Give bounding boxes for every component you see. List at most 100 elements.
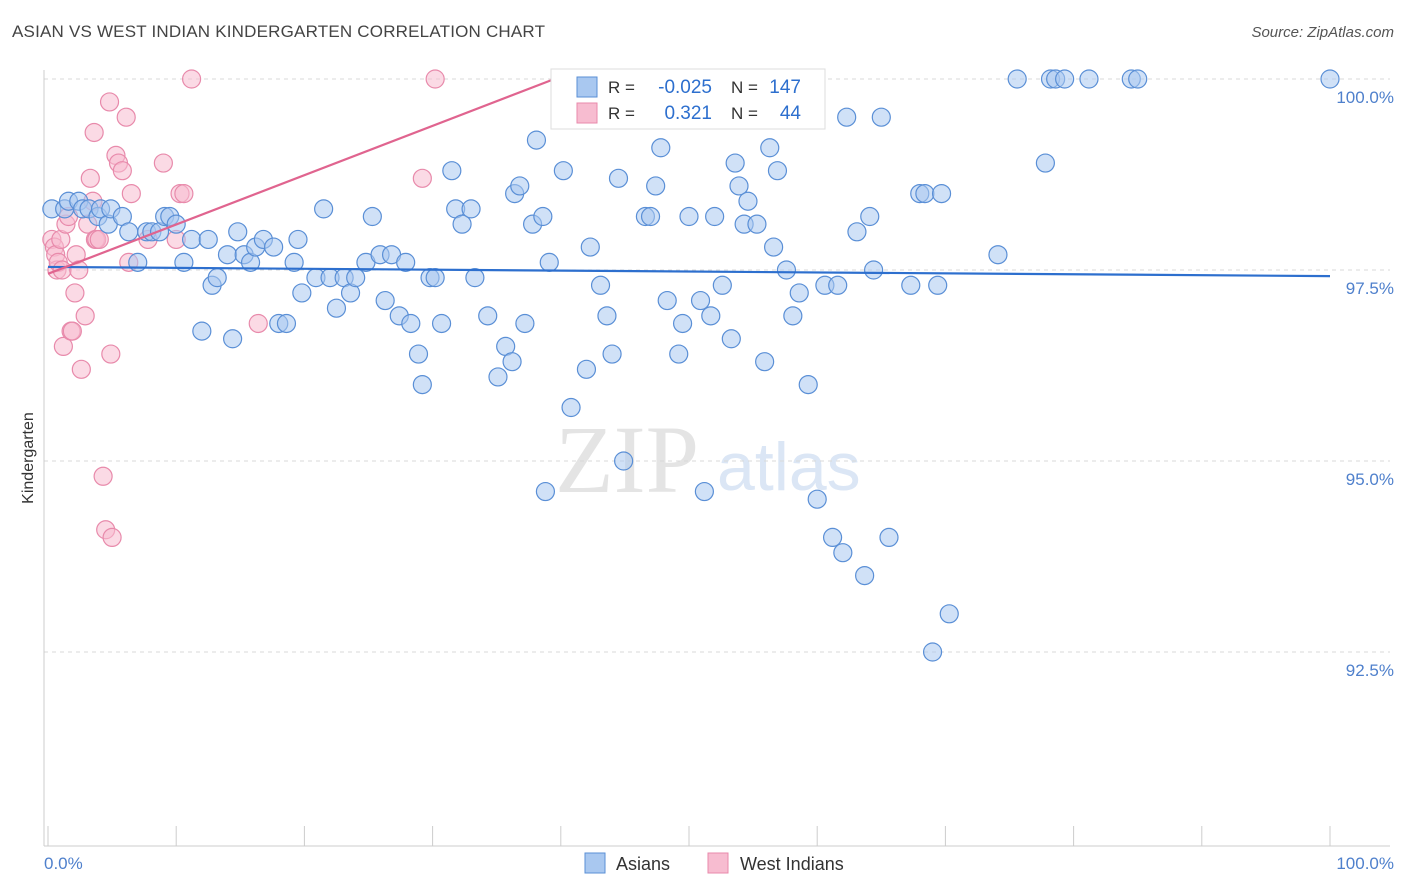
x-axis-ticks [47, 826, 1331, 846]
asian-point [576, 359, 597, 379]
asian-point [292, 283, 312, 303]
asian-point [561, 397, 581, 418]
west-indian-point [116, 107, 136, 127]
asian-point [860, 206, 880, 227]
x-tick-label-min: 0.0% [44, 854, 83, 873]
asian-point [510, 176, 530, 196]
asian-point [669, 344, 689, 364]
asian-point [1320, 69, 1340, 89]
asian-point [988, 245, 1008, 265]
asian-point [461, 199, 481, 219]
west-indian-point [248, 313, 268, 334]
asian-point [198, 229, 218, 250]
west-indian-point [412, 168, 432, 188]
legend-swatch-west-indians [576, 102, 598, 124]
asian-point [228, 222, 248, 242]
asian-point [276, 313, 297, 334]
chart-title: ASIAN VS WEST INDIAN KINDERGARTEN CORREL… [12, 22, 546, 41]
asian-point [879, 527, 899, 548]
west-indian-point [112, 161, 132, 181]
asian-point [396, 252, 416, 272]
asian-point [864, 260, 884, 280]
asian-point [362, 206, 382, 227]
asian-point [837, 107, 857, 127]
legend-r-value-west-indians: 0.321 [664, 103, 712, 124]
legend-n-value-west-indians: 44 [780, 103, 802, 124]
legend-r-label-asians: R = [608, 78, 635, 97]
asian-point [590, 275, 611, 295]
asian-point [712, 275, 732, 295]
asian-point [442, 161, 462, 181]
asian-point [640, 206, 661, 227]
west-indian-point [99, 92, 120, 112]
legend-n-label-asians: N = [731, 78, 758, 97]
asian-point [580, 237, 600, 257]
asian-point [314, 199, 334, 219]
bottom-legend-label-west-indians: West Indians [740, 854, 844, 874]
asian-point [721, 329, 741, 349]
asian-point [608, 168, 629, 188]
west-indian-point [153, 153, 173, 173]
asian-point [694, 481, 714, 502]
west-indian-point [425, 69, 445, 89]
asian-point [207, 268, 227, 288]
bottom-legend-swatch-west-indians [707, 852, 729, 874]
bottom-legend: Asians West Indians [584, 852, 844, 874]
asian-point [725, 153, 745, 173]
asian-point [855, 565, 875, 586]
source-label: Source: ZipAtlas.com [1251, 24, 1394, 41]
grid [44, 78, 1390, 653]
asian-point [264, 237, 284, 257]
west-indian-point [62, 321, 82, 341]
asian-point [431, 313, 452, 334]
west-indian-point [89, 229, 109, 250]
asian-point [679, 206, 699, 227]
asian-point [901, 275, 921, 295]
asian-point [478, 306, 498, 326]
bottom-legend-label-asians: Asians [616, 854, 670, 874]
west-indian-point [174, 184, 194, 204]
asian-point [755, 352, 775, 372]
asian-point [223, 329, 243, 349]
asian-point [738, 191, 758, 211]
asian-point [657, 290, 677, 311]
legend-r-label-west-indians: R = [608, 104, 635, 123]
west-indian-point [93, 466, 113, 486]
asian-point [747, 214, 767, 234]
asian-point [1007, 69, 1027, 89]
asian-point [822, 527, 843, 548]
asian-point [828, 275, 848, 295]
asian-point [767, 161, 788, 181]
asian-point [346, 268, 366, 288]
asian-point [535, 481, 556, 502]
y-tick-label: 95.0% [1346, 470, 1394, 489]
asian-point [425, 268, 445, 288]
west-indian-point [65, 283, 85, 303]
x-tick-label-max: 100.0% [1336, 854, 1394, 873]
trend-line-west-indians [47, 77, 555, 275]
asian-point [760, 138, 780, 158]
asian-point [833, 543, 853, 563]
y-tick-label: 97.5% [1346, 279, 1394, 298]
y-axis-tick-labels: 100.0% 97.5% 95.0% 92.5% [1336, 88, 1394, 680]
asian-point [526, 130, 547, 150]
asian-point [288, 229, 308, 250]
asian-point [871, 107, 891, 127]
asian-point [614, 451, 634, 471]
y-tick-label: 92.5% [1346, 661, 1394, 680]
asian-point [502, 352, 522, 372]
asian-point [701, 306, 721, 326]
asian-point [412, 375, 432, 395]
asian-point [847, 222, 867, 242]
legend-swatch-asians [576, 76, 598, 98]
y-axis-label: Kindergarten [20, 412, 37, 504]
asian-point [401, 313, 421, 334]
asian-point [1035, 153, 1055, 173]
asian-point [1079, 69, 1099, 89]
legend-n-label-west-indians: N = [731, 104, 758, 123]
asian-point [408, 344, 429, 364]
asian-point [705, 206, 725, 227]
asian-point [646, 176, 666, 196]
trend-line-asians [47, 265, 1331, 278]
